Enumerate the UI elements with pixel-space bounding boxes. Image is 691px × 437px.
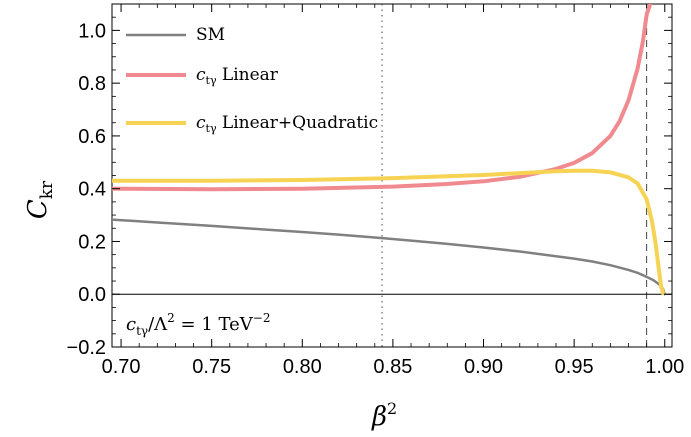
annotation-c-sub: tγ xyxy=(136,324,148,338)
y-axis-title: Ckr xyxy=(23,180,57,219)
annotation-sup2: −2 xyxy=(253,311,271,325)
x-tick-label-1: 0.75 xyxy=(192,356,231,378)
y-axis-title-sub: kr xyxy=(37,180,57,199)
series-line-0 xyxy=(112,220,665,295)
x-axis-title-sup: 2 xyxy=(387,399,397,418)
y-tick-label-4: 0.6 xyxy=(78,126,106,148)
annotation-sup1: 2 xyxy=(167,311,175,325)
legend-label-2: ctγ Linear+Quadratic xyxy=(196,113,378,135)
x-axis-title-main: β xyxy=(371,402,387,432)
legend-label-prefix-1: c xyxy=(196,65,206,85)
x-tick-label-5: 0.95 xyxy=(555,356,594,378)
y-tick-label-2: 0.2 xyxy=(78,231,106,253)
annotation-eq: = 1 TeV xyxy=(175,314,254,335)
y-tick-label-1: 0.0 xyxy=(78,284,106,306)
annotation-c: c xyxy=(126,314,136,335)
x-tick-label-2: 0.80 xyxy=(283,356,322,378)
y-tick-label-5: 0.8 xyxy=(78,73,106,95)
y-axis-title-main: C xyxy=(23,199,53,219)
legend-label-prefix-2: c xyxy=(196,113,206,133)
x-tick-label-0: 0.70 xyxy=(102,356,141,378)
series-line-1 xyxy=(112,4,650,189)
plot-frame xyxy=(112,4,672,347)
legend-label-sub-1: tγ xyxy=(206,74,217,87)
x-tick-label-4: 0.90 xyxy=(464,356,503,378)
series-group xyxy=(112,4,665,294)
legend-label-0: SM xyxy=(196,25,225,45)
x-axis-title: β2 xyxy=(371,399,397,432)
y-tick-label-3: 0.4 xyxy=(78,179,106,201)
reference-lines xyxy=(112,4,672,347)
annotation: ctγ/Λ2 = 1 TeV−2 xyxy=(126,311,270,338)
legend-label-1: ctγ Linear xyxy=(196,65,279,87)
y-tick-label-6: 1.0 xyxy=(78,20,106,42)
x-tick-label-3: 0.85 xyxy=(373,356,412,378)
annotation-mid: /Λ xyxy=(148,314,168,335)
legend-label-main-1: Linear xyxy=(217,65,279,85)
legend-label-main-2: Linear+Quadratic xyxy=(217,113,379,133)
x-tick-label-6: 1.00 xyxy=(645,356,684,378)
y-tick-label-0: −0.2 xyxy=(67,337,106,359)
legend-label-sub-2: tγ xyxy=(206,122,217,135)
